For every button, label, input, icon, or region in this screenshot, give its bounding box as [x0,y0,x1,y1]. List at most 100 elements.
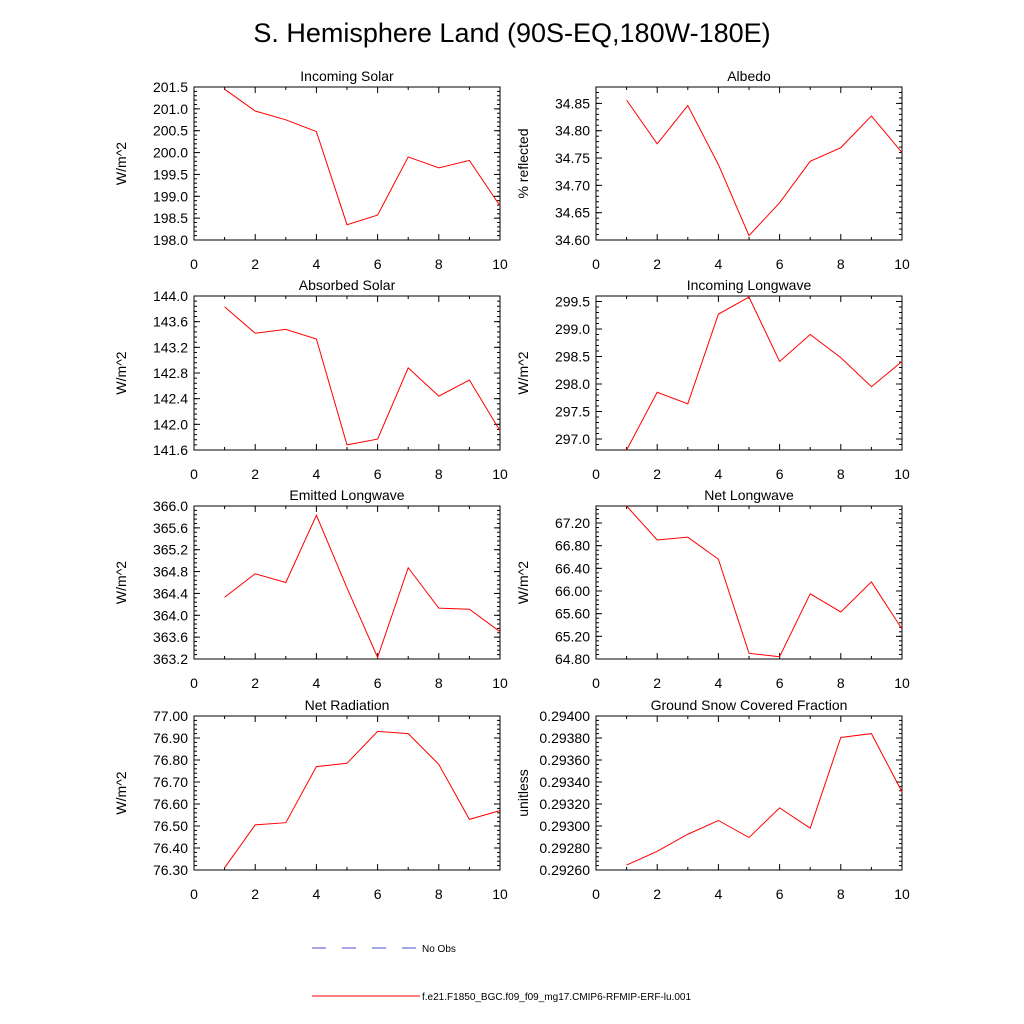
series-line [626,99,903,237]
chart-panel-4: Incoming Longwave W/m^2 0 2 4 6 8 10 297.0 297.5 2… [515,277,910,482]
y-tick-label: 142.8 [153,365,188,381]
y-tick-label: 66.80 [555,538,590,554]
y-tick-label: 297.5 [555,404,590,420]
y-tick-label: 363.6 [153,629,188,645]
x-tick-label: 2 [653,675,661,691]
y-tick-label: 76.50 [153,818,188,834]
panel-title: Net Longwave [704,487,794,503]
x-tick-label: 8 [837,256,845,272]
y-tick-label: 76.60 [153,796,188,812]
y-tick-label: 365.6 [153,520,188,536]
chart-panel-5: Emitted Longwave W/m^2 0 2 4 6 8 10 363.2 363.6 36… [113,487,508,691]
legend-label-no-obs: No Obs [422,944,456,955]
y-tick-label: 65.60 [555,606,590,622]
plot-frame [595,86,903,241]
y-tick-label: 64.80 [555,651,590,667]
chart-panel-8: Ground Snow Covered Fraction unitless 0 2 4 6… [515,697,910,902]
plot-frame [595,715,903,871]
y-tick-label: 34.65 [555,205,590,221]
y-tick-label: 0.29260 [539,862,590,878]
x-tick-label: 6 [776,466,784,482]
series-line [224,88,501,226]
series-line [626,733,903,866]
y-tick-label: 0.29300 [539,818,590,834]
series-line [224,730,501,869]
chart-panel-6: Net Longwave W/m^2 0 2 4 6 8 10 64.80 65.20 65.60 6… [515,487,910,691]
plot-frame [193,295,501,451]
y-tick-label: 76.80 [153,752,188,768]
x-tick-label: 0 [190,256,198,272]
x-tick-label: 8 [435,675,443,691]
panel-title: Emitted Longwave [289,487,404,503]
y-tick-label: 76.30 [153,862,188,878]
y-tick-label: 65.20 [555,628,590,644]
panel-title: Ground Snow Covered Fraction [651,697,848,713]
y-tick-label: 76.90 [153,730,188,746]
y-tick-label: 199.0 [153,188,188,204]
legend: No Obs f.e21.F1850_BGC.f09_f09_mg17.CMIP… [312,944,691,1003]
series-line [224,514,501,659]
panel-title: Incoming Solar [300,68,394,84]
x-tick-label: 10 [492,886,508,902]
x-tick-label: 4 [313,675,321,691]
y-tick-label: 77.00 [153,708,188,724]
chart-panel-1: Incoming Solar W/m^2 0 2 4 6 8 10 198.0 198.5 199.… [113,68,508,272]
y-tick-label: 200.0 [153,145,188,161]
x-tick-label: 10 [894,466,910,482]
x-tick-label: 0 [592,466,600,482]
x-tick-label: 0 [592,886,600,902]
y-tick-label: 67.20 [555,515,590,531]
x-tick-label: 4 [715,886,723,902]
y-tick-label: 34.60 [555,232,590,248]
y-tick-label: 66.40 [555,560,590,576]
x-tick-label: 4 [715,256,723,272]
legend-label-model: f.e21.F1850_BGC.f09_f09_mg17.CMIP6-RFMIP… [422,992,691,1003]
y-tick-label: 0.29320 [539,796,590,812]
y-tick-label: 34.70 [555,177,590,193]
x-tick-label: 10 [492,466,508,482]
y-tick-label: 0.29360 [539,752,590,768]
y-tick-label: 299.5 [555,294,590,310]
x-tick-label: 10 [894,256,910,272]
plot-frame [595,295,903,451]
x-tick-label: 0 [592,675,600,691]
plot-frame [595,505,903,660]
x-tick-label: 0 [190,675,198,691]
panels: Incoming Solar W/m^2 0 2 4 6 8 10 198.0 198.5 199.… [113,68,910,902]
plot-frame [193,86,501,241]
x-tick-label: 10 [894,886,910,902]
y-tick-label: 366.0 [153,498,188,514]
x-tick-label: 8 [435,886,443,902]
y-axis-label: W/m^2 [515,351,531,394]
x-tick-label: 2 [653,256,661,272]
y-tick-label: 0.29280 [539,840,590,856]
x-tick-label: 8 [435,466,443,482]
x-tick-label: 0 [592,256,600,272]
x-tick-label: 6 [776,256,784,272]
y-tick-label: 144.0 [153,288,188,304]
y-tick-label: 143.2 [153,339,188,355]
y-tick-label: 0.29340 [539,774,590,790]
x-tick-label: 2 [251,886,259,902]
y-tick-label: 364.4 [153,585,188,601]
y-tick-label: 201.0 [153,101,188,117]
panel-title: Absorbed Solar [299,277,396,293]
y-axis-label: % reflected [515,128,531,198]
y-tick-label: 201.5 [153,79,188,95]
y-tick-label: 143.6 [153,314,188,330]
x-tick-label: 4 [715,466,723,482]
panel-title: Albedo [727,68,771,84]
x-tick-label: 10 [894,675,910,691]
x-tick-label: 6 [374,675,382,691]
y-tick-label: 0.29380 [539,730,590,746]
y-tick-label: 298.0 [555,376,590,392]
x-tick-label: 6 [374,256,382,272]
y-axis-label: W/m^2 [113,142,129,185]
y-tick-label: 363.2 [153,651,188,667]
y-tick-label: 76.40 [153,840,188,856]
x-tick-label: 4 [313,886,321,902]
x-tick-label: 6 [374,466,382,482]
y-tick-label: 200.5 [153,123,188,139]
y-tick-label: 297.0 [555,431,590,447]
